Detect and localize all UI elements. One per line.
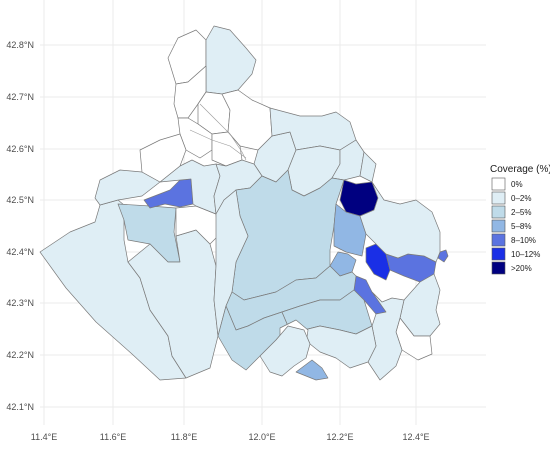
region-south-5-8[interactable]	[295, 359, 329, 381]
legend-items: 0% 0–2% 2–5% 5–8% 8–10% 10–12% >20%	[491, 177, 540, 275]
region-south-4[interactable]	[303, 325, 377, 369]
legend-label: >20%	[511, 264, 532, 273]
lon-tick-label: 11.8°E	[171, 432, 197, 442]
region-northeast-3[interactable]	[331, 139, 365, 181]
legend-key	[491, 247, 506, 261]
lon-tick-label: 12.4°E	[402, 432, 429, 442]
region-east-1[interactable]	[359, 181, 441, 263]
longitude-labels: 11.4°E 11.6°E 11.8°E 12.0°E 12.2°E 12.4°E	[31, 432, 430, 442]
legend-label: 2–5%	[511, 208, 531, 217]
boundary-line-a	[199, 103, 247, 161]
lat-tick-label: 42.6°N	[6, 144, 34, 154]
lon-tick-label: 11.6°E	[100, 432, 126, 442]
legend-title: Coverage (%)	[490, 164, 550, 175]
legend-key	[491, 233, 506, 247]
lat-tick-label: 42.8°N	[6, 40, 34, 50]
region-north-top[interactable]	[205, 25, 257, 95]
region-central-west-slim[interactable]	[213, 189, 249, 337]
legend-label: 5–8%	[511, 222, 531, 231]
boundary-line-b	[189, 129, 247, 159]
legend-key	[491, 261, 506, 275]
regions	[39, 25, 449, 381]
latitude-labels: 42.8°N 42.7°N 42.6°N 42.5°N 42.4°N 42.3°N 42.2…	[6, 40, 34, 412]
legend-label: 10–12%	[511, 250, 540, 259]
region-east-4[interactable]	[367, 291, 405, 381]
legend-label: 0%	[511, 180, 523, 189]
legend: Coverage (%) 0% 0–2% 2–5% 5–8% 8–10% 10–12% >2…	[490, 164, 550, 275]
region-south-5[interactable]	[259, 325, 311, 377]
lat-tick-label: 42.4°N	[6, 247, 34, 257]
boundary-lines	[189, 103, 247, 161]
lat-tick-label: 42.7°N	[6, 92, 34, 102]
lat-tick-label: 42.2°N	[6, 350, 34, 360]
lon-tick-label: 12.2°E	[326, 432, 353, 442]
legend-label: 8–10%	[511, 236, 536, 245]
legend-key	[491, 177, 506, 191]
legend-key	[491, 219, 506, 233]
legend-key	[491, 205, 506, 219]
lat-tick-label: 42.1°N	[6, 402, 34, 412]
legend-key	[491, 191, 506, 205]
legend-label: 0–2%	[511, 194, 531, 203]
lon-tick-label: 11.4°E	[31, 432, 57, 442]
region-north-west-5[interactable]	[139, 133, 187, 183]
lat-tick-label: 42.3°N	[6, 298, 34, 308]
lat-tick-label: 42.5°N	[6, 195, 34, 205]
lon-tick-label: 12.0°E	[248, 432, 275, 442]
